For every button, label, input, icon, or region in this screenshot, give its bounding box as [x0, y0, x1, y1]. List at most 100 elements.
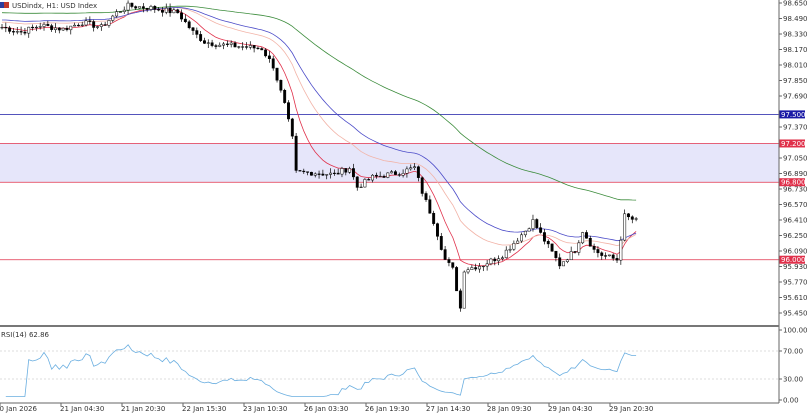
candle-body — [92, 21, 96, 28]
candle-body — [176, 9, 180, 14]
flag-icon-part — [0, 2, 4, 8]
price-tick-label: 98.170 — [783, 46, 808, 54]
candle-body — [573, 251, 577, 253]
chart-title: USDindx, H1: USD Index — [12, 2, 97, 10]
rsi-tick-label: 0.00 — [783, 397, 799, 405]
candle-body — [329, 172, 332, 175]
candle-body — [630, 216, 634, 220]
level-price-tag — [779, 139, 805, 148]
candle-body — [409, 167, 413, 170]
candle-body — [164, 7, 168, 13]
candle-body — [493, 258, 497, 262]
price-tick-label: 96.090 — [783, 248, 808, 256]
candle-body — [214, 45, 218, 47]
candle-body — [111, 15, 115, 21]
candle-body — [149, 6, 153, 10]
candle-body — [508, 248, 512, 251]
candle-body — [325, 174, 329, 176]
candle-body — [401, 173, 405, 176]
candle-body — [466, 269, 470, 273]
candle-body — [592, 246, 596, 250]
candle-body — [497, 258, 501, 262]
candle-body — [107, 20, 111, 26]
candle-body — [203, 40, 206, 44]
moving-average-line — [2, 7, 637, 247]
candle-body — [271, 58, 275, 69]
moving-average-line — [2, 6, 637, 242]
candle-body — [275, 67, 279, 81]
level-price-label: 96.000 — [781, 256, 806, 264]
price-tick-label: 96.570 — [783, 201, 808, 209]
candle-body — [8, 27, 12, 32]
candle-body — [241, 46, 245, 48]
time-tick-label: 29 Jan 20:30 — [609, 405, 653, 413]
candle-body — [222, 43, 226, 46]
candle-body — [141, 6, 145, 9]
candle-body — [394, 171, 397, 175]
candle-body — [134, 6, 138, 9]
candle-body — [588, 238, 592, 247]
candle-body — [206, 42, 210, 44]
time-tick-label: 26 Jan 19:30 — [365, 405, 409, 413]
candle-body — [428, 199, 432, 214]
candle-body — [336, 172, 340, 175]
candle-body — [424, 193, 428, 200]
candle-body — [378, 175, 382, 178]
candle-body — [267, 55, 271, 59]
rsi-tick-label: 30.00 — [783, 376, 803, 384]
candle-body — [565, 259, 569, 262]
rsi-line — [5, 344, 637, 397]
candle-body — [485, 263, 489, 267]
candle-body — [218, 44, 222, 47]
price-tick-label: 98.010 — [783, 62, 808, 70]
candle-body — [500, 257, 504, 260]
candle-body — [535, 219, 539, 228]
candle-body — [451, 262, 455, 268]
candle-body — [340, 168, 344, 175]
candle-body — [539, 227, 543, 233]
candle-body — [130, 2, 134, 7]
candle-body — [73, 24, 77, 27]
price-tick-label: 98.490 — [783, 15, 808, 23]
candle-body — [420, 177, 424, 194]
candle-body — [38, 26, 42, 28]
level-price-label: 97.500 — [781, 111, 806, 119]
price-tick-label: 95.770 — [783, 279, 808, 287]
candle-body — [569, 251, 573, 261]
candle-body — [191, 27, 195, 31]
candle-body — [455, 267, 459, 292]
candle-body — [183, 18, 187, 23]
candle-body — [344, 168, 348, 173]
price-tick-label: 96.410 — [783, 217, 808, 225]
candle-body — [390, 171, 394, 174]
price-tick-label: 98.650 — [783, 0, 808, 8]
candle-body — [405, 168, 409, 174]
price-tick-label: 95.930 — [783, 263, 808, 271]
time-tick-label: 22 Jan 15:30 — [182, 405, 226, 413]
candle-body — [363, 179, 367, 188]
candle-body — [458, 290, 462, 309]
time-tick-label: 27 Jan 14:30 — [426, 405, 470, 413]
candle-body — [12, 31, 15, 33]
candle-body — [229, 42, 233, 45]
candle-body — [615, 258, 619, 261]
candle-body — [439, 236, 443, 250]
time-tick-label: 20 Jan 2026 — [0, 405, 38, 413]
level-price-tag — [779, 110, 805, 119]
time-tick-label: 21 Jan 20:30 — [121, 405, 165, 413]
candle-body — [195, 30, 199, 35]
candle-body — [531, 219, 535, 229]
candle-body — [4, 27, 8, 29]
time-tick-label: 28 Jan 09:30 — [487, 405, 531, 413]
candle-body — [96, 26, 99, 28]
candle-body — [199, 34, 203, 41]
time-tick-label: 23 Jan 10:30 — [243, 405, 287, 413]
candle-body — [294, 135, 298, 171]
candle-body — [550, 243, 554, 252]
candle-body — [157, 9, 161, 11]
candle-body — [596, 249, 600, 254]
candle-body — [50, 25, 54, 30]
candle-body — [627, 213, 630, 218]
candle-body — [611, 254, 615, 259]
